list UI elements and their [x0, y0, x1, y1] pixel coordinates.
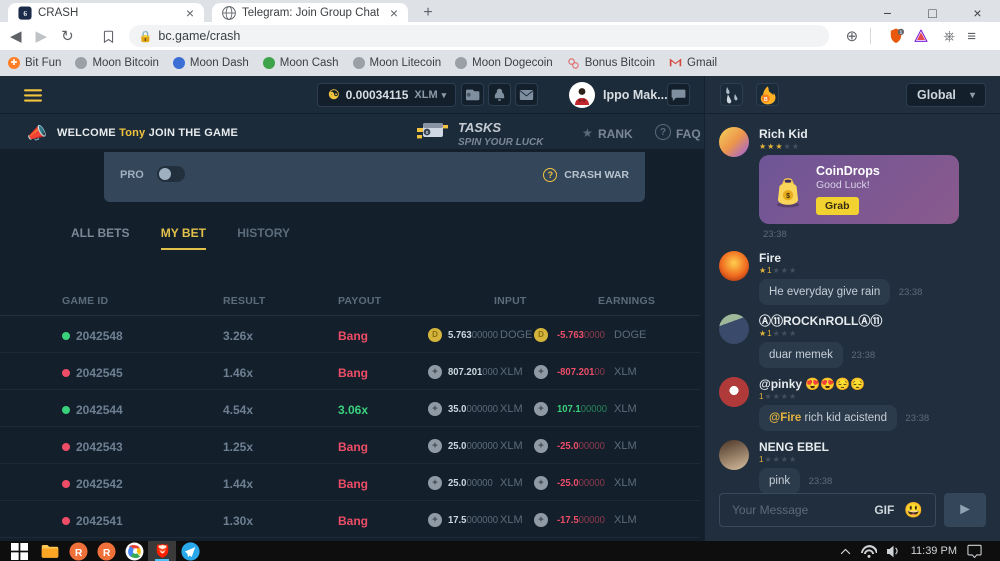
- svg-text:R: R: [102, 547, 110, 558]
- svg-text:R: R: [74, 547, 82, 558]
- svg-text:6: 6: [23, 9, 27, 18]
- svg-text:$: $: [786, 192, 790, 199]
- svg-text:B: B: [764, 97, 768, 103]
- svg-text:0: 0: [426, 130, 429, 135]
